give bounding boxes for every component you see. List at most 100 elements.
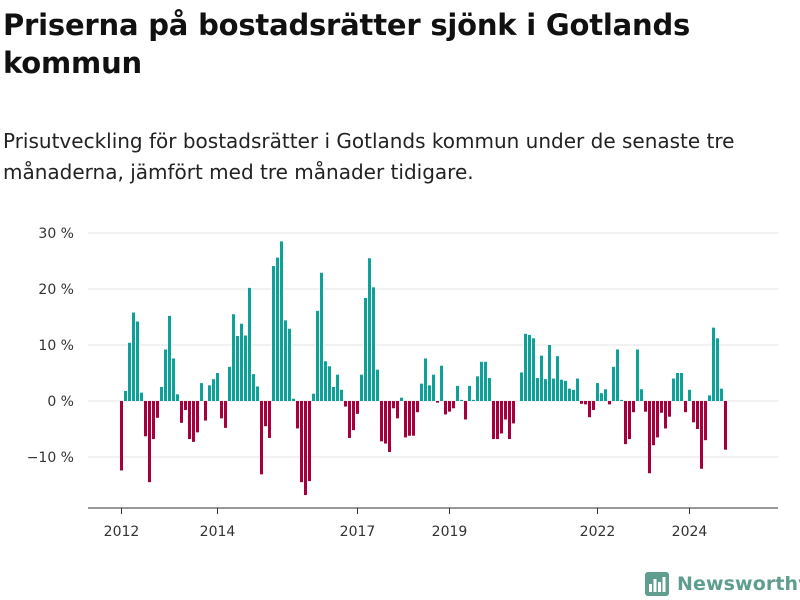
chart-title: Priserna på bostadsrätter sjönk i Gotlan…	[3, 8, 691, 80]
bar	[456, 385, 459, 401]
bar	[684, 401, 687, 413]
bar	[144, 401, 147, 437]
bar	[488, 378, 491, 401]
x-tick-label: 2024	[672, 524, 708, 540]
bar	[500, 401, 503, 434]
bar	[348, 401, 351, 438]
bar	[296, 401, 299, 429]
bar	[372, 287, 375, 401]
bar	[692, 401, 695, 423]
bar	[708, 395, 711, 401]
bar	[368, 258, 371, 401]
bar	[328, 366, 331, 401]
bar	[588, 401, 591, 418]
bar	[300, 401, 303, 483]
brand-name: Newsworthy	[677, 573, 800, 595]
bar	[660, 401, 663, 413]
bar	[220, 401, 223, 419]
bar	[468, 385, 471, 401]
bar	[156, 401, 159, 418]
bar	[612, 366, 615, 401]
bar	[276, 257, 279, 401]
x-tick-label: 2014	[200, 524, 236, 540]
bar	[132, 312, 135, 401]
bar	[592, 401, 595, 410]
bar	[656, 401, 659, 438]
bar	[448, 401, 451, 412]
bar	[464, 401, 467, 420]
bar	[668, 401, 671, 417]
bar	[288, 328, 291, 401]
bar	[440, 365, 443, 401]
bar	[400, 397, 403, 401]
bar	[224, 401, 227, 428]
bar	[336, 374, 339, 401]
bar	[640, 389, 643, 401]
bar	[252, 374, 255, 401]
bar	[576, 378, 579, 401]
bar	[380, 401, 383, 442]
bar	[204, 401, 207, 421]
y-tick-label: 10 %	[38, 338, 74, 354]
bar	[308, 401, 311, 482]
bar	[240, 323, 243, 401]
bar	[492, 401, 495, 440]
x-axis	[88, 507, 778, 514]
bar	[680, 373, 683, 401]
bar	[264, 401, 267, 427]
bar	[332, 387, 335, 401]
bar	[192, 401, 195, 442]
bar	[436, 401, 439, 403]
bar	[600, 393, 603, 401]
bar	[704, 401, 707, 441]
bar	[352, 401, 355, 431]
bar	[284, 320, 287, 401]
bar	[460, 399, 463, 401]
bar	[496, 401, 499, 440]
bar	[320, 272, 323, 401]
bar	[344, 401, 347, 407]
last-value-label: −9 %	[721, 0, 759, 4]
bar	[376, 369, 379, 401]
bar	[256, 386, 259, 401]
bar	[160, 387, 163, 401]
bar	[596, 383, 599, 401]
bar	[248, 287, 251, 401]
bar	[636, 349, 639, 401]
bar	[244, 335, 247, 401]
x-tick-label: 2012	[104, 524, 140, 540]
bar	[484, 361, 487, 401]
x-tick-label: 2022	[580, 524, 616, 540]
bar	[360, 374, 363, 401]
bar	[428, 385, 431, 401]
gridlines	[88, 232, 778, 458]
bar	[604, 389, 607, 401]
bar	[416, 401, 419, 413]
bar	[716, 338, 719, 401]
bar	[536, 378, 539, 401]
bar	[120, 401, 123, 471]
bar	[232, 314, 235, 401]
bar	[620, 399, 623, 401]
y-tick-label: 0 %	[47, 394, 74, 410]
bar	[196, 401, 199, 433]
y-tick-label: −10 %	[27, 450, 74, 466]
bar	[720, 388, 723, 401]
bar	[508, 401, 511, 440]
bar	[404, 401, 407, 438]
bars	[120, 241, 727, 496]
bar	[228, 366, 231, 401]
bar	[208, 385, 211, 401]
bar	[236, 336, 239, 401]
bar	[672, 378, 675, 401]
bar	[644, 401, 647, 412]
bar	[552, 378, 555, 401]
bar	[648, 401, 651, 474]
bar	[476, 376, 479, 401]
bar	[528, 334, 531, 401]
bar	[472, 399, 475, 401]
bar	[412, 401, 415, 436]
bar	[628, 401, 631, 440]
y-tick-label: 30 %	[38, 226, 74, 242]
